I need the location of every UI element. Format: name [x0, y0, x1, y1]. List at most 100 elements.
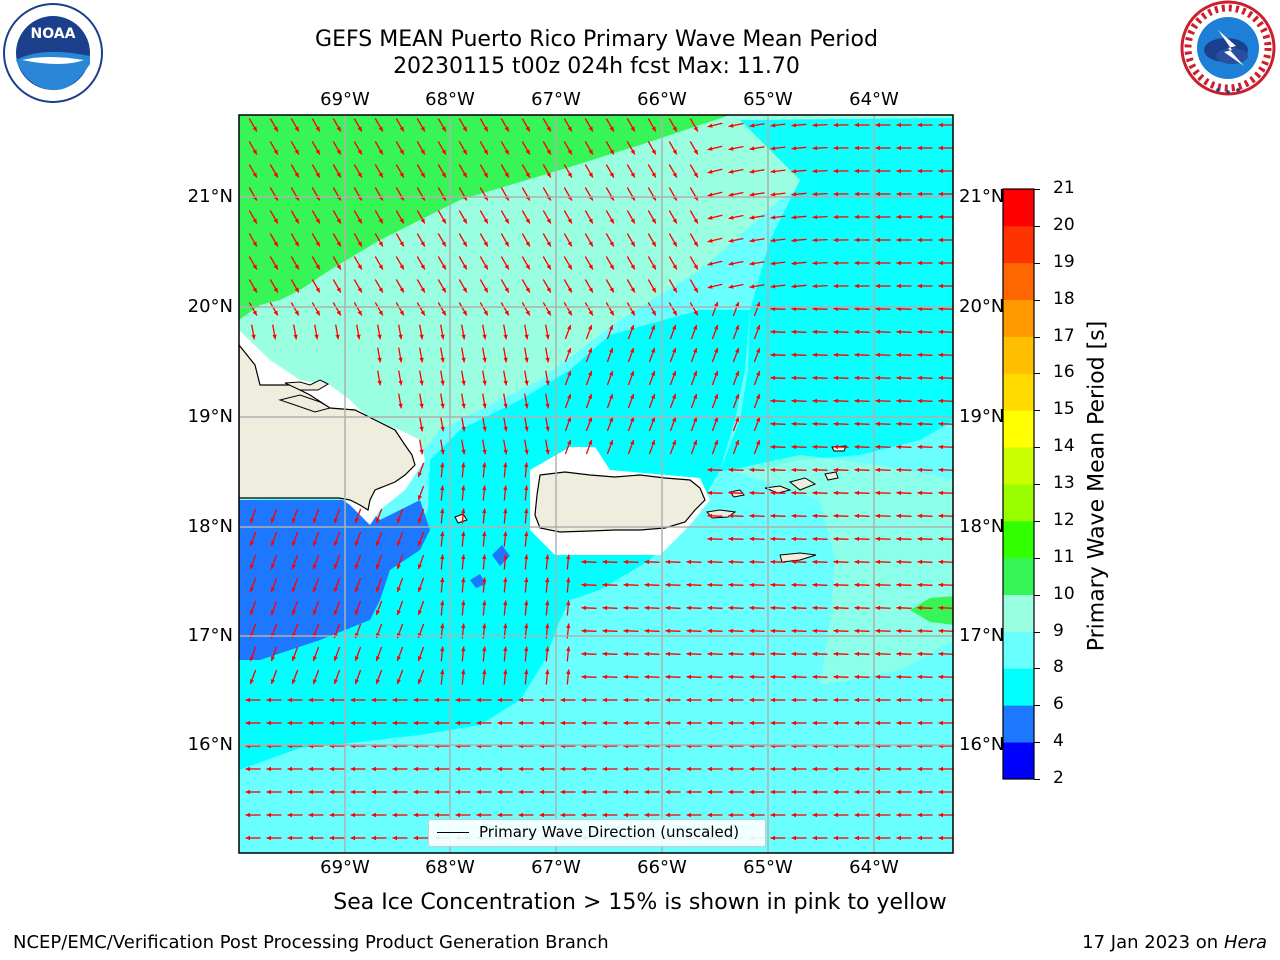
wave-arrow-head: [581, 559, 587, 565]
wave-arrow-head: [707, 215, 713, 220]
period-4-6s-patch-2: [470, 574, 486, 588]
wave-arrow-head: [462, 264, 467, 270]
wave-arrow-head: [504, 172, 509, 178]
wave-arrow-head: [440, 531, 445, 537]
wave-arrow-head: [896, 812, 901, 818]
wave-arrow-head: [686, 812, 691, 818]
wave-arrow-head: [707, 169, 713, 174]
wave-arrow-head: [476, 789, 481, 795]
wave-arrow-head: [854, 352, 860, 358]
wave-arrow-head: [812, 306, 818, 312]
wave-arrow-head: [249, 679, 254, 684]
wave-arrow-head: [686, 720, 691, 726]
colorbar-tick-label: 12: [1053, 509, 1075, 530]
wave-arrow-head: [461, 646, 466, 652]
wave-arrow-head: [665, 789, 670, 795]
wave-arrow-head: [728, 284, 734, 289]
wave-arrow-head: [917, 283, 922, 289]
wave-arrow-head: [896, 697, 901, 703]
wave-arrow-head: [896, 720, 901, 726]
wave-arrow-head: [315, 149, 320, 155]
top-lon-label-64w: 64°W: [849, 89, 899, 110]
wave-arrow-head: [854, 789, 859, 795]
top-lon-label-68w: 68°W: [425, 89, 475, 110]
wave-arrow-head: [371, 720, 376, 726]
wave-arrow-head: [917, 421, 923, 427]
island-tortuga: [284, 379, 330, 391]
wave-arrow-head: [672, 310, 677, 316]
tortola-island: [788, 477, 817, 491]
wave-arrow-head: [875, 398, 881, 404]
wave-arrow-head: [833, 375, 839, 381]
wave-arrow-head: [566, 646, 571, 652]
wave-arrow-head: [791, 697, 796, 703]
wave-arrow-head: [545, 577, 550, 583]
wave-arrow-head: [651, 417, 656, 422]
wave-arrow-head: [378, 126, 383, 132]
wave-arrow-head: [735, 302, 740, 307]
wave-arrow-head: [539, 697, 544, 703]
wave-arrow-head: [791, 651, 797, 657]
wave-arrow-head: [350, 812, 355, 818]
wave-arrow-head: [581, 651, 587, 657]
wave-arrow-head: [497, 697, 502, 703]
wave-arrow-head: [770, 789, 775, 795]
wave-arrow-head: [630, 417, 635, 422]
wave-arrow-head: [686, 697, 691, 703]
wave-arrow-head: [266, 697, 271, 703]
wave-arrow-head: [833, 329, 839, 335]
wave-arrow-head: [896, 122, 901, 128]
wave-arrow-head: [791, 444, 797, 450]
wave-arrow-head: [441, 287, 446, 293]
wave-arrow-head: [249, 518, 254, 523]
wave-arrow-head: [672, 241, 677, 247]
wave-arrow-head: [503, 426, 508, 432]
wave-arrow-head: [875, 283, 880, 289]
wave-arrow-head: [875, 835, 880, 841]
wave-arrow-head: [524, 426, 529, 432]
wave-arrow-head: [560, 812, 565, 818]
wave-arrow-head: [770, 628, 776, 634]
wave-arrow-head: [791, 215, 797, 220]
wave-arrow-head: [875, 628, 881, 634]
wave-arrow-head: [602, 582, 608, 588]
wave-arrow-head: [566, 623, 571, 629]
wave-arrow-head: [791, 789, 796, 795]
wave-arrow-head: [938, 306, 944, 312]
wave-arrow-head: [333, 656, 338, 661]
wave-arrow-head: [308, 812, 313, 818]
wave-arrow-head: [609, 287, 614, 293]
wave-arrow-head: [938, 467, 944, 473]
lat-lon-grid: [239, 115, 953, 853]
wave-arrow-head: [483, 241, 488, 247]
wave-arrow-head: [938, 283, 943, 289]
colorbar-segment: [1003, 336, 1034, 374]
wave-arrow-head: [630, 310, 635, 316]
wave-arrow-head: [419, 403, 424, 409]
wave-arrow-head: [623, 812, 628, 818]
wave-arrow-head: [672, 394, 677, 399]
wave-arrow-head: [693, 394, 698, 399]
wave-arrow-head: [567, 371, 572, 376]
wave-arrow-head: [354, 518, 359, 523]
wave-arrow-head: [399, 310, 404, 316]
wave-arrow-head: [791, 169, 797, 174]
wave-arrow-head: [588, 287, 593, 293]
wave-arrow-head: [270, 518, 275, 523]
wave-arrow-head: [735, 348, 740, 353]
wave-arrow-head: [896, 260, 901, 266]
wave-arrow-head: [833, 582, 839, 588]
colorbar-segment: [1003, 520, 1034, 559]
wave-arrow-head: [896, 237, 901, 243]
wave-arrow-head: [462, 241, 467, 247]
wave-arrow-head: [749, 812, 754, 818]
legend-line-swatch: [437, 832, 469, 833]
wave-arrow-head: [728, 513, 734, 519]
wave-arrow-head: [791, 329, 797, 335]
wave-arrow-head: [539, 789, 544, 795]
wave-arrow-head: [252, 172, 257, 178]
wave-arrow-head: [896, 513, 902, 519]
wave-arrow-head: [336, 310, 341, 316]
wave-arrow-head: [525, 287, 530, 293]
wave-arrow-head: [651, 348, 656, 353]
